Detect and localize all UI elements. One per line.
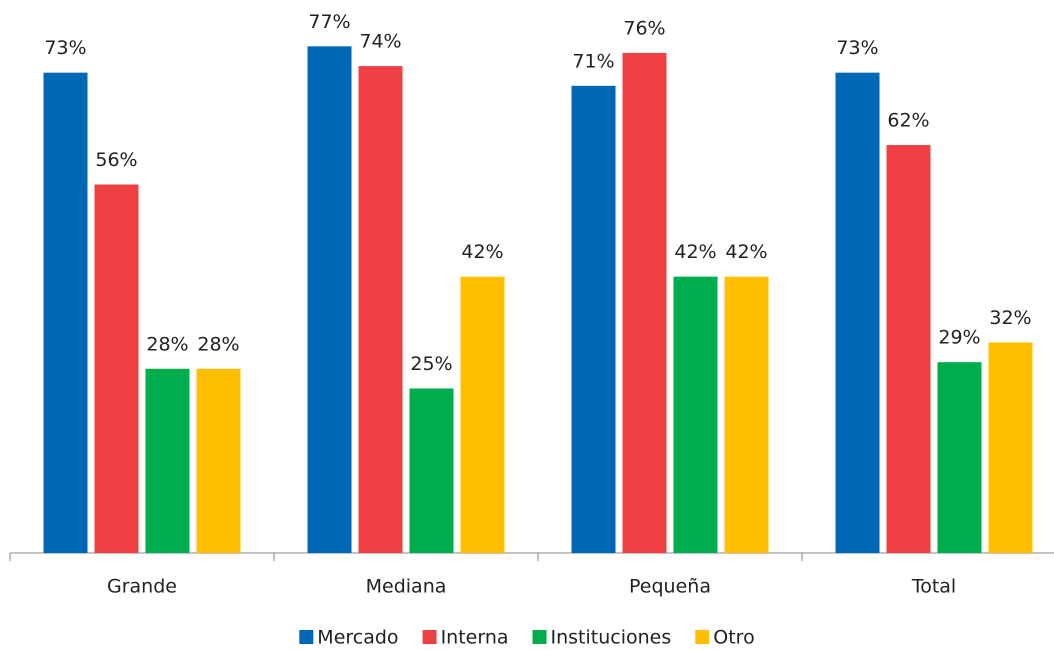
data-label: 42%	[674, 241, 716, 263]
bar	[43, 72, 88, 553]
legend-label: Otro	[713, 627, 754, 649]
data-label: 76%	[623, 17, 665, 39]
bar	[307, 46, 352, 554]
bar	[196, 368, 241, 553]
x-tick-label: Total	[911, 576, 956, 598]
legend-label: Mercado	[317, 627, 398, 649]
legend-label: Interna	[441, 627, 509, 649]
x-tick-label: Grande	[107, 576, 177, 598]
data-label: 25%	[410, 353, 452, 375]
data-label: 29%	[938, 327, 980, 349]
x-tick-label: Mediana	[366, 576, 447, 598]
legend-swatch	[299, 630, 314, 644]
data-label: 73%	[836, 37, 878, 59]
bar	[673, 276, 718, 553]
legend-label: Instituciones	[551, 627, 672, 649]
bar	[460, 276, 505, 553]
bar	[724, 276, 769, 553]
bar	[409, 388, 454, 553]
data-label: 73%	[44, 37, 86, 59]
data-label: 32%	[989, 307, 1031, 329]
bar	[358, 66, 403, 553]
data-label: 42%	[461, 241, 503, 263]
legend-swatch	[422, 630, 437, 644]
bar	[622, 52, 667, 554]
data-label: 71%	[572, 50, 614, 72]
data-label: 28%	[146, 333, 188, 355]
legend-swatch	[532, 630, 547, 644]
legend-swatch	[695, 630, 710, 644]
data-label: 74%	[359, 31, 401, 53]
x-tick-label: Pequeña	[629, 576, 711, 598]
bar	[145, 368, 190, 553]
bar	[937, 362, 982, 553]
data-label: 62%	[887, 110, 929, 132]
bar	[988, 342, 1033, 553]
bar	[94, 184, 139, 553]
data-label: 42%	[725, 241, 767, 263]
data-label: 28%	[197, 333, 239, 355]
data-label: 77%	[308, 11, 350, 33]
bar	[571, 85, 616, 553]
bar	[835, 72, 880, 553]
data-label: 56%	[95, 149, 137, 171]
bar	[886, 145, 931, 554]
